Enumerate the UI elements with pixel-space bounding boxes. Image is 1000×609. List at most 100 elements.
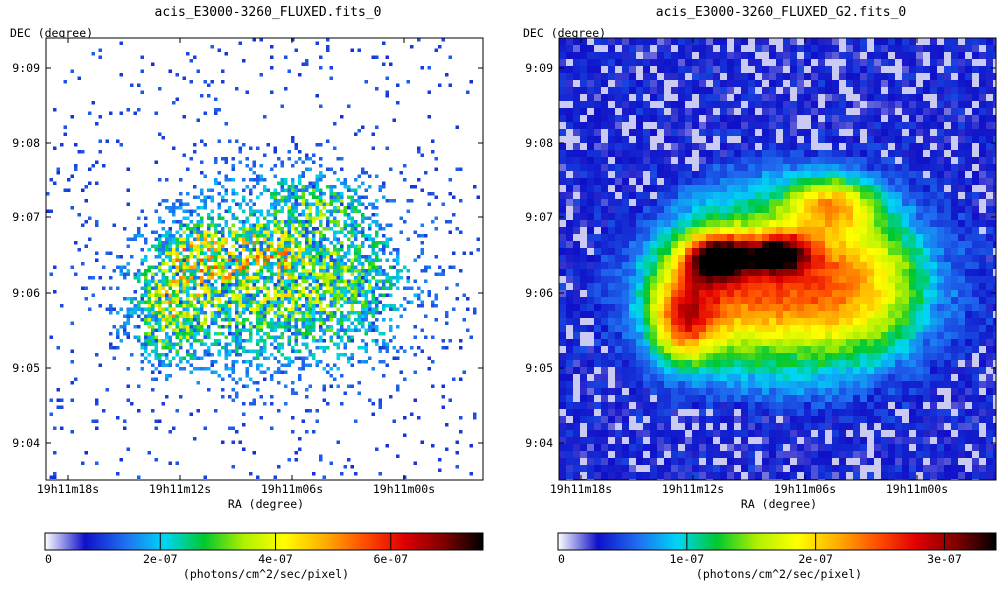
- right-image-pixel: [811, 52, 818, 59]
- left-image-pixel: [109, 346, 113, 350]
- left-image-pixel: [130, 301, 134, 305]
- right-image-pixel: [979, 80, 986, 87]
- left-image-pixel: [256, 238, 260, 242]
- right-image-pixel: [566, 206, 573, 213]
- right-image-pixel: [692, 199, 699, 206]
- right-image-pixel: [867, 199, 874, 206]
- left-image-pixel: [46, 192, 50, 196]
- right-image-pixel: [944, 136, 951, 143]
- left-image-pixel: [281, 336, 285, 340]
- left-image-pixel: [302, 196, 306, 200]
- left-image-pixel: [256, 315, 260, 319]
- right-image-pixel: [951, 171, 958, 178]
- left-image-pixel: [183, 269, 187, 273]
- right-image-pixel: [587, 101, 594, 108]
- left-image-pixel: [109, 276, 113, 280]
- left-image-pixel: [319, 297, 323, 301]
- left-image-pixel: [351, 336, 355, 340]
- left-image-pixel: [186, 276, 190, 280]
- left-image-pixel: [277, 199, 281, 203]
- right-image-pixel: [951, 220, 958, 227]
- right-image-pixel: [713, 171, 720, 178]
- left-image-pixel: [466, 91, 470, 95]
- right-image-pixel: [692, 171, 699, 178]
- left-image-pixel: [305, 294, 309, 298]
- left-image-pixel: [281, 231, 285, 235]
- left-image-pixel: [193, 287, 197, 291]
- left-image-pixel: [396, 84, 400, 88]
- left-image-pixel: [270, 220, 274, 224]
- right-image-pixel: [895, 87, 902, 94]
- right-image-pixel: [678, 136, 685, 143]
- left-image-pixel: [449, 84, 453, 88]
- right-image-pixel: [678, 115, 685, 122]
- right-image-pixel: [734, 38, 741, 45]
- right-image-pixel: [636, 122, 643, 129]
- left-image-pixel: [291, 346, 295, 350]
- right-image-pixel: [629, 178, 636, 185]
- left-image-pixel: [368, 217, 372, 221]
- right-image-pixel: [776, 227, 783, 234]
- right-image-pixel: [909, 45, 916, 52]
- left-image-pixel: [267, 262, 271, 266]
- left-image-pixel: [260, 416, 264, 420]
- right-image-pixel: [706, 115, 713, 122]
- left-image-pixel: [284, 56, 288, 60]
- left-image-pixel: [158, 329, 162, 333]
- left-image-pixel: [221, 280, 225, 284]
- right-image-pixel: [972, 59, 979, 66]
- left-image-pixel: [277, 367, 281, 371]
- right-image-pixel: [930, 213, 937, 220]
- left-image-pixel: [277, 283, 281, 287]
- left-image-pixel: [207, 269, 211, 273]
- right-image-pixel: [909, 52, 916, 59]
- left-image-pixel: [291, 203, 295, 207]
- left-image-pixel: [263, 283, 267, 287]
- left-image-pixel: [162, 318, 166, 322]
- left-image-pixel: [365, 206, 369, 210]
- right-image-pixel: [622, 115, 629, 122]
- left-image-pixel: [179, 266, 183, 270]
- left-image-pixel: [344, 332, 348, 336]
- right-image-pixel: [944, 87, 951, 94]
- left-image-pixel: [312, 189, 316, 193]
- left-image-pixel: [200, 287, 204, 291]
- left-image-pixel: [176, 259, 180, 263]
- left-image-pixel: [249, 224, 253, 228]
- right-image-pixel: [888, 45, 895, 52]
- left-image-pixel: [284, 364, 288, 368]
- left-image-pixel: [351, 203, 355, 207]
- left-image-pixel: [228, 252, 232, 256]
- left-x-tick-label: 19h11m18s: [37, 482, 99, 496]
- right-image-pixel: [566, 45, 573, 52]
- right-image-pixel: [811, 164, 818, 171]
- right-image-pixel: [727, 122, 734, 129]
- right-image-pixel: [762, 38, 769, 45]
- left-image-pixel: [169, 301, 173, 305]
- right-image-pixel: [846, 150, 853, 157]
- right-image-pixel: [587, 227, 594, 234]
- left-image-pixel: [368, 287, 372, 291]
- right-image-pixel: [965, 122, 972, 129]
- left-image-pixel: [193, 357, 197, 361]
- left-image-pixel: [351, 329, 355, 333]
- right-image-pixel: [874, 199, 881, 206]
- right-image-pixel: [615, 206, 622, 213]
- right-image-pixel: [902, 129, 909, 136]
- left-image-pixel: [267, 259, 271, 263]
- left-image-pixel: [319, 266, 323, 270]
- left-image-pixel: [137, 108, 141, 112]
- left-image-pixel: [155, 255, 159, 259]
- right-image-pixel: [937, 115, 944, 122]
- left-image-pixel: [431, 140, 435, 144]
- left-image-pixel: [277, 241, 281, 245]
- right-image-pixel: [685, 115, 692, 122]
- left-image-pixel: [316, 231, 320, 235]
- left-image-pixel: [295, 336, 299, 340]
- left-image-pixel: [172, 315, 176, 319]
- left-image-pixel: [260, 322, 264, 326]
- right-image-pixel: [972, 157, 979, 164]
- right-image-pixel: [790, 59, 797, 66]
- left-image-pixel: [67, 189, 71, 193]
- left-image-pixel: [295, 203, 299, 207]
